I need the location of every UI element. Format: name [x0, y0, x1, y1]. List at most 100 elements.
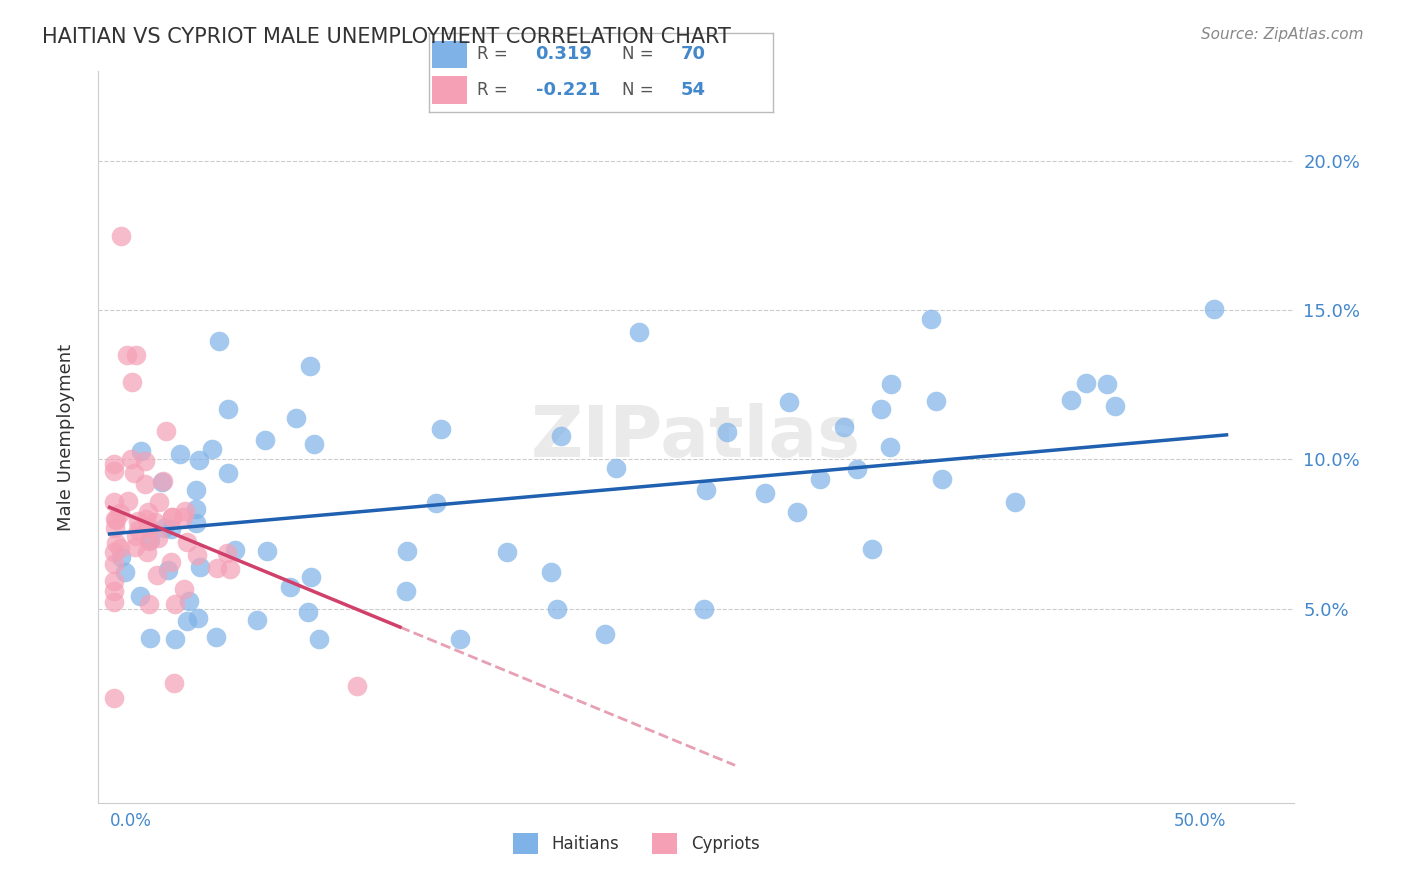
Point	[152, 474, 174, 488]
Point	[860, 542, 883, 557]
Point	[103, 465, 125, 479]
Point	[217, 466, 239, 480]
Point	[395, 583, 418, 598]
Point	[308, 632, 330, 646]
Point	[187, 453, 209, 467]
Point	[139, 533, 162, 548]
Point	[302, 437, 325, 451]
Point	[150, 475, 173, 489]
Point	[160, 510, 183, 524]
Point	[105, 535, 128, 549]
Point	[186, 502, 208, 516]
Text: 54: 54	[681, 81, 706, 99]
Point	[124, 541, 146, 555]
Point	[160, 510, 183, 524]
Text: N =: N =	[621, 45, 658, 63]
Point	[186, 549, 208, 563]
FancyBboxPatch shape	[432, 41, 467, 69]
Point	[110, 228, 132, 243]
Point	[103, 583, 125, 598]
Y-axis label: Male Unemployment: Male Unemployment	[56, 343, 75, 531]
Point	[163, 676, 186, 690]
Point	[217, 402, 239, 417]
Point	[104, 521, 127, 535]
Point	[159, 555, 181, 569]
Point	[299, 570, 322, 584]
Point	[879, 440, 901, 454]
Point	[128, 590, 150, 604]
Point	[1095, 376, 1118, 391]
Point	[177, 594, 200, 608]
Point	[165, 598, 187, 612]
Point	[169, 447, 191, 461]
Point	[155, 424, 177, 438]
Point	[129, 444, 152, 458]
Point	[136, 520, 159, 534]
Point	[143, 515, 166, 529]
Point	[695, 483, 717, 497]
Point	[122, 466, 145, 480]
Point	[931, 472, 953, 486]
Point	[593, 627, 616, 641]
Point	[114, 565, 136, 579]
Point	[104, 513, 127, 527]
Point	[425, 496, 447, 510]
Text: 0.0%: 0.0%	[110, 812, 152, 830]
Point	[1074, 376, 1097, 391]
Point	[108, 541, 131, 556]
Point	[550, 428, 572, 442]
Text: HAITIAN VS CYPRIOT MALE UNEMPLOYMENT CORRELATION CHART: HAITIAN VS CYPRIOT MALE UNEMPLOYMENT COR…	[42, 27, 731, 46]
Point	[869, 401, 891, 416]
Point	[103, 544, 125, 558]
Point	[157, 562, 180, 576]
Point	[285, 411, 308, 425]
Point	[495, 545, 517, 559]
Text: 70: 70	[681, 45, 706, 63]
Point	[124, 529, 146, 543]
Point	[176, 614, 198, 628]
Text: -0.221: -0.221	[536, 81, 600, 99]
Point	[103, 574, 125, 588]
Point	[146, 532, 169, 546]
Point	[134, 454, 156, 468]
Point	[188, 560, 211, 574]
Point	[173, 582, 195, 596]
Point	[135, 545, 157, 559]
Text: N =: N =	[621, 81, 658, 99]
Point	[134, 477, 156, 491]
Point	[278, 580, 301, 594]
Point	[297, 605, 319, 619]
Point	[136, 505, 159, 519]
Point	[108, 507, 131, 521]
Point	[346, 679, 368, 693]
Point	[125, 348, 148, 362]
Point	[786, 505, 808, 519]
Point	[716, 425, 738, 439]
Point	[117, 494, 139, 508]
Point	[103, 495, 125, 509]
Text: 50.0%: 50.0%	[1174, 812, 1226, 830]
Point	[254, 434, 277, 448]
Point	[224, 542, 246, 557]
Text: R =: R =	[477, 45, 513, 63]
Point	[103, 595, 125, 609]
Point	[104, 512, 127, 526]
Point	[834, 419, 856, 434]
Point	[218, 562, 240, 576]
Point	[692, 601, 714, 615]
Point	[110, 549, 132, 564]
Point	[172, 510, 194, 524]
Text: R =: R =	[477, 81, 513, 99]
Legend: Haitians, Cypriots: Haitians, Cypriots	[506, 827, 766, 860]
Point	[103, 691, 125, 706]
Point	[246, 613, 269, 627]
Point	[103, 457, 125, 471]
Point	[298, 359, 321, 374]
Point	[845, 462, 868, 476]
Point	[201, 442, 224, 456]
Point	[184, 516, 207, 530]
Point	[205, 630, 228, 644]
FancyBboxPatch shape	[432, 76, 467, 103]
Point	[778, 395, 800, 409]
Point	[540, 565, 562, 579]
